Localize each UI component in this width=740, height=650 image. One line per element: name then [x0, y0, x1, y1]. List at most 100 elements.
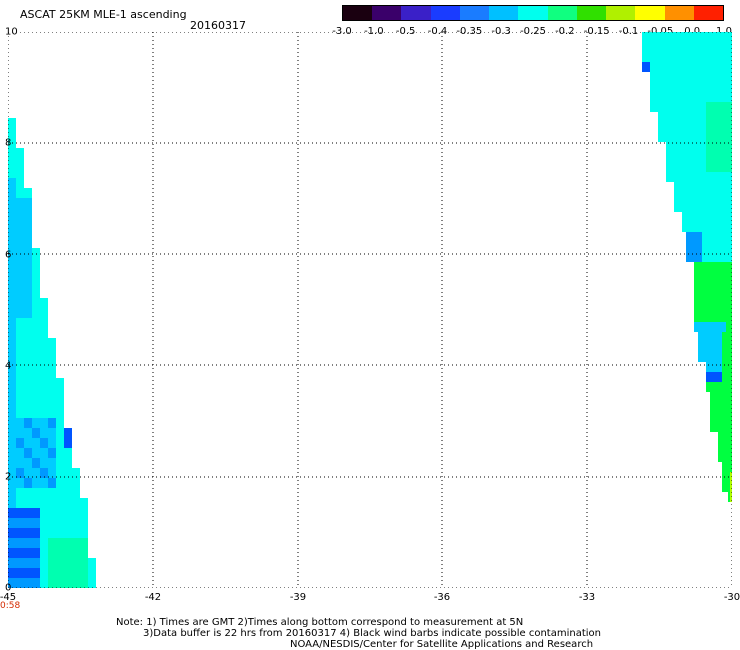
swath-cell: [16, 198, 24, 208]
swath-cell: [726, 252, 732, 262]
swath-cell: [674, 92, 682, 102]
swath-cell: [80, 558, 88, 568]
swath-cell: [674, 42, 682, 52]
swath-cell: [88, 578, 96, 588]
swath-cell: [16, 468, 24, 478]
swath-cell: [674, 132, 682, 142]
swath-cell: [714, 162, 722, 172]
swath-cell: [718, 392, 726, 402]
latitude-tick: 0: [5, 582, 12, 594]
swath-cell: [56, 458, 64, 468]
swath-cell: [682, 142, 690, 152]
swath-cell: [24, 218, 32, 228]
swath-cell: [698, 62, 706, 72]
swath-cell: [64, 428, 72, 438]
swath-cell: [56, 498, 64, 508]
swath-cell: [16, 458, 24, 468]
swath-cell: [24, 268, 32, 278]
swath-cell: [730, 472, 732, 502]
note-line-1: Note: 1) Times are GMT 2)Times along bot…: [116, 617, 524, 628]
swath-cell: [8, 148, 16, 158]
swath-cell: [24, 198, 32, 208]
swath-cell: [722, 162, 730, 172]
swath-cell: [56, 508, 64, 518]
swath-cell: [80, 548, 88, 558]
swath-cell: [702, 312, 710, 322]
swath-cell: [682, 72, 690, 82]
swath-cell: [40, 428, 48, 438]
swath-cell: [686, 232, 694, 242]
left-swath: [8, 118, 96, 588]
swath-cell: [722, 362, 730, 372]
swath-cell: [706, 102, 714, 112]
longitude-tick: -42: [144, 592, 162, 603]
swath-cell: [698, 222, 706, 232]
swath-cell: [24, 548, 32, 558]
swath-cell: [666, 102, 674, 112]
swath-cell: [722, 202, 730, 212]
color-scale-label: -0.5: [395, 26, 416, 37]
swath-cell: [666, 142, 674, 152]
swath-cell: [726, 392, 732, 402]
swath-cell: [64, 488, 72, 498]
swath-cell: [72, 548, 80, 558]
swath-cell: [698, 32, 706, 42]
swath-cell: [722, 192, 730, 202]
swath-cell: [24, 498, 32, 508]
swath-cell: [730, 42, 732, 52]
swath-cell: [32, 428, 40, 438]
swath-cell: [706, 212, 714, 222]
color-scale-segment: [489, 6, 519, 20]
swath-cell: [64, 478, 72, 488]
swath-cell: [40, 318, 48, 328]
swath-cell: [718, 322, 726, 332]
swath-cell: [48, 438, 56, 448]
swath-cell: [698, 212, 706, 222]
swath-cell: [722, 62, 730, 72]
swath-cell: [718, 302, 726, 312]
swath-cell: [666, 62, 674, 72]
swath-cell: [726, 322, 732, 332]
swath-cell: [658, 122, 666, 132]
swath-cell: [730, 342, 732, 352]
swath-cell: [8, 178, 16, 188]
swath-cell: [658, 112, 666, 122]
swath-cell: [706, 82, 714, 92]
swath-cell: [8, 438, 16, 448]
swath-cell: [72, 538, 80, 548]
swath-cell: [674, 82, 682, 92]
swath-cell: [8, 118, 16, 128]
swath-cell: [8, 448, 16, 458]
swath-cell: [80, 578, 88, 588]
swath-cell: [16, 508, 24, 518]
swath-cell: [40, 568, 48, 578]
swath-cell: [32, 538, 40, 548]
swath-cell: [674, 122, 682, 132]
swath-cell: [40, 338, 48, 348]
swath-cell: [730, 332, 732, 342]
swath-cell: [682, 62, 690, 72]
swath-cell: [714, 52, 722, 62]
swath-cell: [730, 182, 732, 192]
swath-cell: [698, 132, 706, 142]
swath-cell: [698, 192, 706, 202]
swath-cell: [690, 192, 698, 202]
swath-cell: [8, 278, 16, 288]
swath-cell: [730, 202, 732, 212]
swath-cell: [16, 538, 24, 548]
swath-cell: [16, 378, 24, 388]
swath-cell: [706, 222, 714, 232]
swath-cell: [718, 242, 726, 252]
latitude-tick: 2: [5, 471, 12, 483]
swath-cell: [718, 432, 726, 442]
swath-cell: [8, 158, 16, 168]
swath-cell: [8, 288, 16, 298]
swath-cell: [16, 298, 24, 308]
swath-cell: [8, 188, 16, 198]
swath-cell: [674, 182, 682, 192]
swath-cell: [690, 62, 698, 72]
swath-cell: [40, 558, 48, 568]
swath-cell: [48, 358, 56, 368]
swath-cell: [714, 142, 722, 152]
swath-cell: [8, 388, 16, 398]
